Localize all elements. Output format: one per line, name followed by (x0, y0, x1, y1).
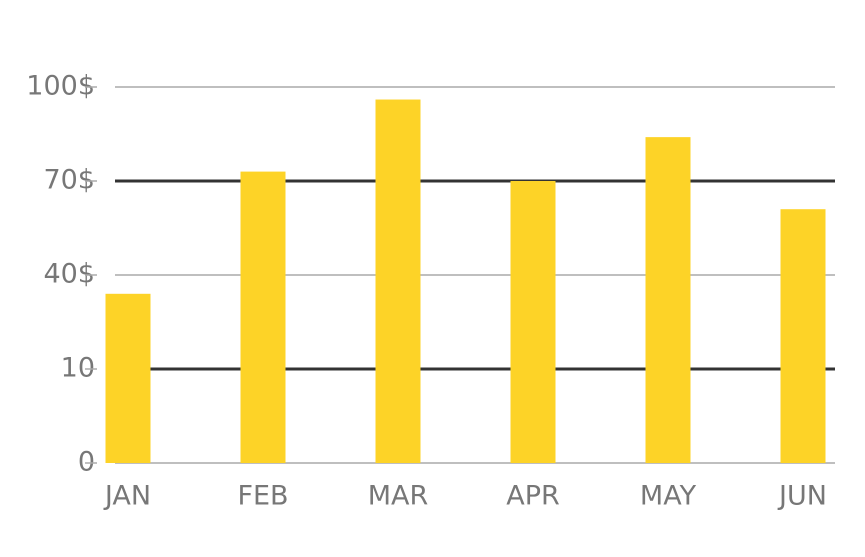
x-tick-label: JUN (777, 481, 827, 512)
y-tick-label: 10 (61, 353, 95, 384)
bar (105, 293, 151, 463)
x-tick-label: MAY (640, 481, 697, 512)
bar (510, 181, 556, 463)
bar (645, 137, 691, 463)
x-tick-label: FEB (237, 481, 288, 512)
y-tick-label: 70$ (43, 165, 95, 196)
y-tick-label: 40$ (43, 259, 95, 290)
y-tick-label: 0 (78, 447, 95, 478)
y-tick-label: 100$ (26, 71, 95, 102)
bar (375, 99, 421, 464)
bar (240, 171, 286, 463)
x-tick-label: APR (506, 481, 560, 512)
x-tick-label: MAR (368, 481, 429, 512)
x-tick-label: JAN (103, 481, 151, 512)
bar (780, 209, 826, 463)
